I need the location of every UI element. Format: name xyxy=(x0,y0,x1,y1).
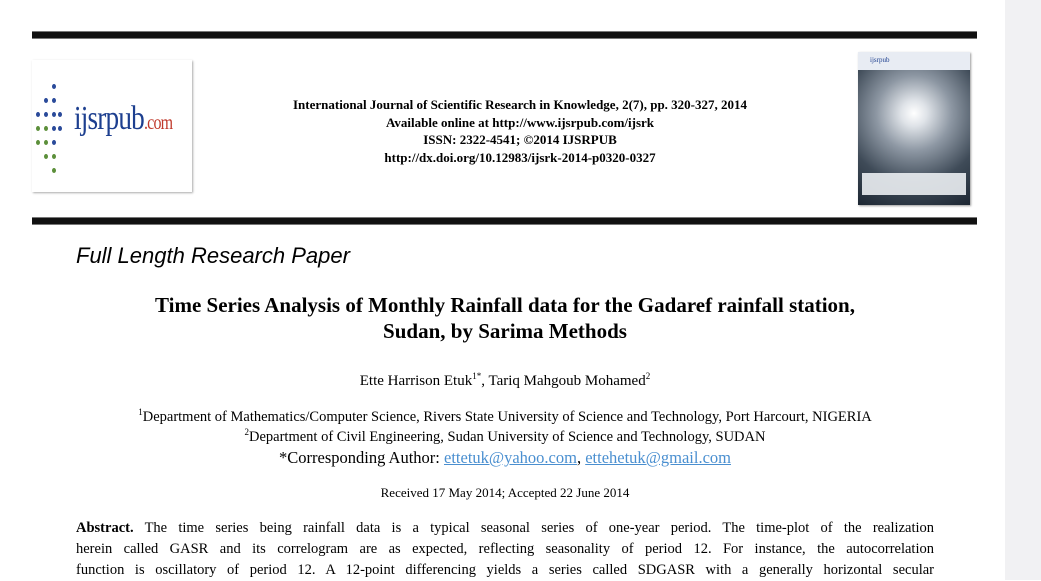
logo-dot xyxy=(44,154,48,159)
logo-dot xyxy=(52,126,56,131)
logo-dot xyxy=(52,98,56,103)
journal-logo: ijsrpub.com xyxy=(32,60,192,192)
logo-dot xyxy=(36,140,40,145)
affiliations: 1Department of Mathematics/Computer Scie… xyxy=(138,407,872,445)
logo-dot xyxy=(58,112,62,117)
journal-cover-image: ijsrpub xyxy=(858,52,970,205)
received-dates: Received 17 May 2014; Accepted 22 June 2… xyxy=(380,485,630,500)
logo-dot xyxy=(52,154,56,159)
logo-dot xyxy=(36,126,40,131)
logo-dot xyxy=(52,168,56,173)
corresponding-author: *Corresponding Author: ettetuk@yahoo.com… xyxy=(279,448,731,467)
email-link-1[interactable]: ettetuk@yahoo.com xyxy=(444,448,577,467)
logo-dot xyxy=(44,140,48,145)
viewer-background xyxy=(1005,0,1041,580)
paper-body: Time Series Analysis of Monthly Rainfall… xyxy=(40,292,970,581)
paper-type: Full Length Research Paper xyxy=(76,243,350,268)
journal-doi: http://dx.doi.org/10.12983/ijsrk-2014-p0… xyxy=(384,149,656,165)
journal-issn: ISSN: 2322-4541; ©2014 IJSRPUB xyxy=(423,132,617,147)
paper-title: Time Series Analysis of Monthly Rainfall… xyxy=(154,293,855,343)
logo-dot xyxy=(44,112,48,117)
logo-dot xyxy=(52,140,56,145)
logo-dot xyxy=(44,98,48,103)
top-rule xyxy=(32,31,977,39)
logo-dot xyxy=(58,126,62,131)
bottom-rule xyxy=(32,217,977,225)
journal-info: International Journal of Scientific Rese… xyxy=(200,96,840,166)
journal-url: Available online at http://www.ijsrpub.c… xyxy=(385,114,655,130)
logo-dot xyxy=(36,112,40,117)
logo-dot xyxy=(52,112,56,117)
logo-text: ijsrpub.com xyxy=(74,100,173,137)
logo-dot xyxy=(52,84,56,89)
cover-logo: ijsrpub xyxy=(858,52,970,70)
journal-citation: International Journal of Scientific Rese… xyxy=(292,97,748,112)
abstract: Abstract. The time series being rainfall… xyxy=(76,520,934,578)
email-link-2[interactable]: ettehetuk@gmail.com xyxy=(585,448,731,467)
logo-dot xyxy=(44,126,48,131)
authors: Ette Harrison Etuk1*, Tariq Mahgoub Moha… xyxy=(359,371,651,390)
